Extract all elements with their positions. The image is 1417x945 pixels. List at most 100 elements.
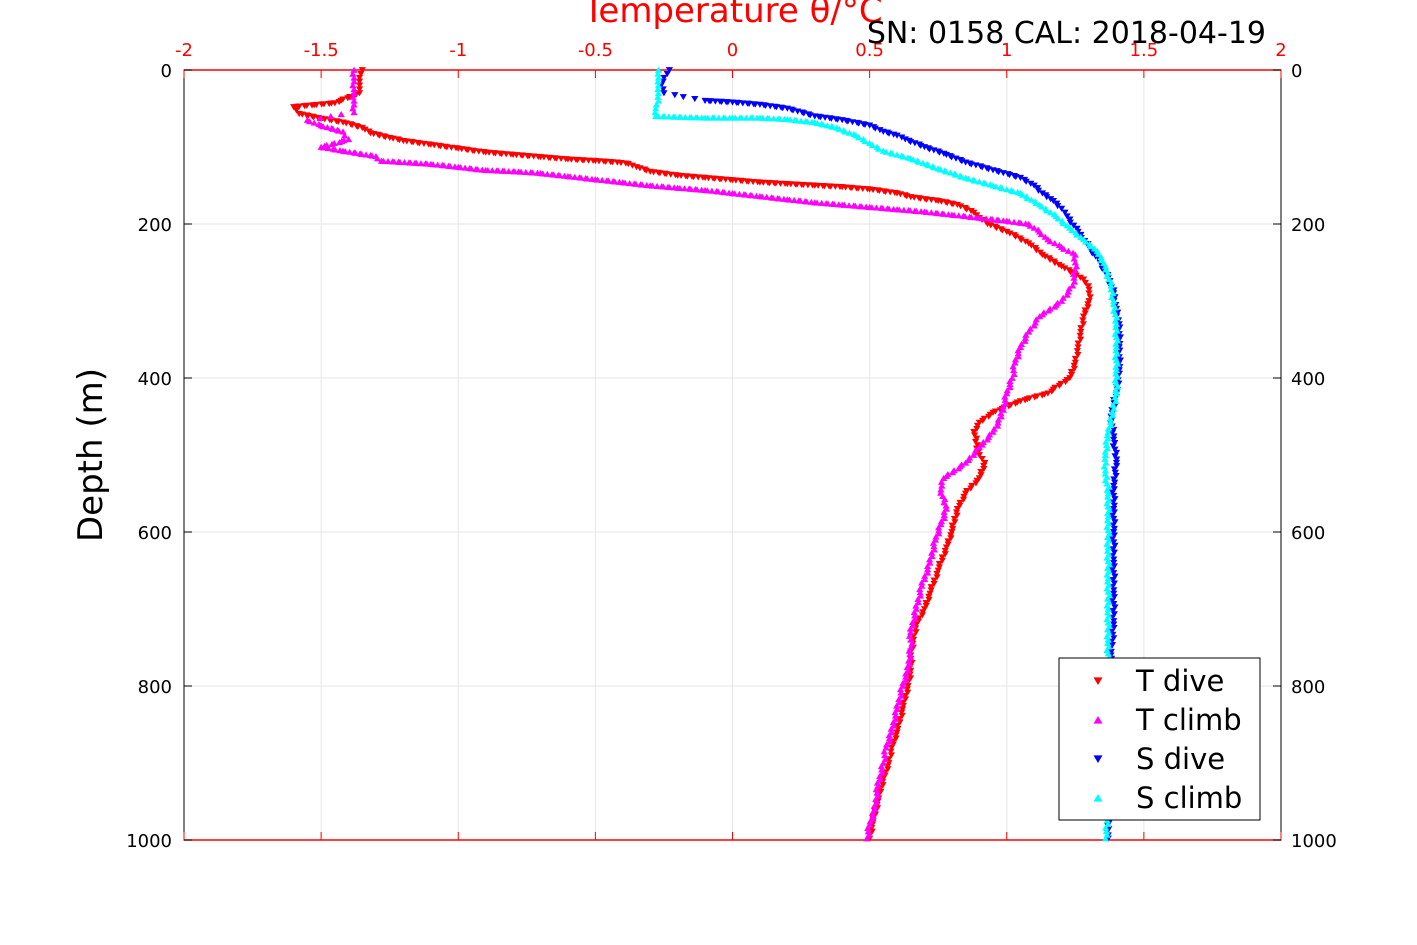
data-point [878, 766, 886, 773]
data-point [1079, 313, 1088, 320]
data-point [328, 140, 336, 147]
data-point [971, 177, 979, 184]
data-point [998, 185, 1006, 192]
data-point [971, 432, 979, 439]
data-point [595, 158, 603, 165]
data-point [1076, 274, 1085, 281]
data-point [950, 515, 959, 523]
data-point [429, 161, 437, 168]
data-point [938, 482, 946, 489]
data-point [1074, 340, 1082, 347]
data-point [929, 539, 938, 546]
data-point [869, 812, 877, 819]
data-point [543, 170, 551, 177]
data-point [912, 602, 920, 609]
data-point [919, 159, 927, 166]
data-point [887, 725, 895, 732]
data-point [1009, 188, 1017, 195]
series-s-climb [651, 66, 1122, 842]
x-axis-ticks: -2 -1.5 -1 -0.5 0 0.5 1 1.5 2 [175, 40, 1287, 840]
data-point [1058, 263, 1066, 270]
data-point [1079, 321, 1087, 328]
data-point [898, 712, 906, 719]
y-tick-label-left: 200 [138, 215, 172, 236]
data-point [1016, 174, 1025, 182]
data-point [1055, 382, 1064, 389]
x-tick-label: -1.5 [304, 40, 339, 61]
data-point [346, 148, 354, 155]
data-point [1081, 310, 1089, 317]
data-point [1102, 828, 1110, 835]
data-point [434, 161, 442, 168]
data-point [456, 164, 465, 171]
data-point [915, 158, 923, 165]
data-point [1006, 384, 1014, 391]
series-t-climb [303, 66, 1081, 842]
data-point [973, 442, 982, 449]
data-point [1017, 237, 1025, 244]
data-point [350, 78, 358, 85]
data-point [1111, 394, 1119, 401]
data-point [889, 719, 897, 726]
data-point [1070, 365, 1078, 372]
data-point [953, 506, 961, 513]
data-point [660, 113, 668, 120]
data-point [1021, 334, 1029, 341]
data-point [927, 209, 935, 216]
data-point [676, 184, 684, 191]
data-point [1111, 453, 1119, 460]
data-point [941, 496, 949, 503]
x-tick-label: 1.5 [1130, 40, 1159, 61]
data-point [1061, 265, 1069, 272]
data-point [1110, 611, 1118, 618]
data-point [899, 679, 907, 686]
data-point [758, 193, 766, 200]
data-point [906, 675, 915, 682]
data-point [1022, 331, 1030, 338]
data-point [910, 609, 918, 616]
data-point [390, 158, 398, 165]
data-point [1111, 604, 1119, 611]
data-point [1104, 636, 1112, 643]
data-point [1101, 467, 1110, 474]
data-point [1061, 378, 1070, 386]
data-point [1106, 415, 1114, 422]
y-axis-label: Depth (m) [71, 368, 111, 542]
data-point [765, 115, 773, 122]
data-point [1088, 250, 1096, 257]
data-point [891, 709, 899, 716]
data-point [876, 127, 884, 134]
data-point [1077, 328, 1085, 336]
data-point [574, 157, 582, 164]
data-point [985, 413, 993, 420]
data-point [1108, 489, 1117, 496]
data-point [396, 158, 404, 165]
data-point [813, 119, 821, 127]
data-point [1036, 313, 1044, 320]
data-point [956, 502, 964, 510]
data-point [1110, 436, 1118, 443]
data-point [973, 425, 981, 433]
data-point [959, 496, 968, 503]
data-point [735, 190, 743, 197]
legend: T dive T climb S dive S climb [1058, 657, 1261, 821]
data-point [1110, 509, 1118, 516]
data-point [877, 763, 885, 770]
data-point [1034, 187, 1043, 194]
data-point [1010, 367, 1018, 374]
data-point [1063, 291, 1071, 298]
data-point [1066, 269, 1075, 276]
data-point [654, 70, 662, 77]
data-point [1058, 297, 1066, 304]
data-point [953, 509, 961, 516]
data-point [893, 151, 901, 158]
data-point [1084, 283, 1092, 290]
data-point [1104, 605, 1112, 612]
data-point [1026, 222, 1034, 229]
data-point [1101, 835, 1110, 842]
data-point [882, 741, 891, 748]
data-point [902, 673, 910, 680]
data-point [654, 93, 662, 100]
data-point [1110, 594, 1118, 601]
